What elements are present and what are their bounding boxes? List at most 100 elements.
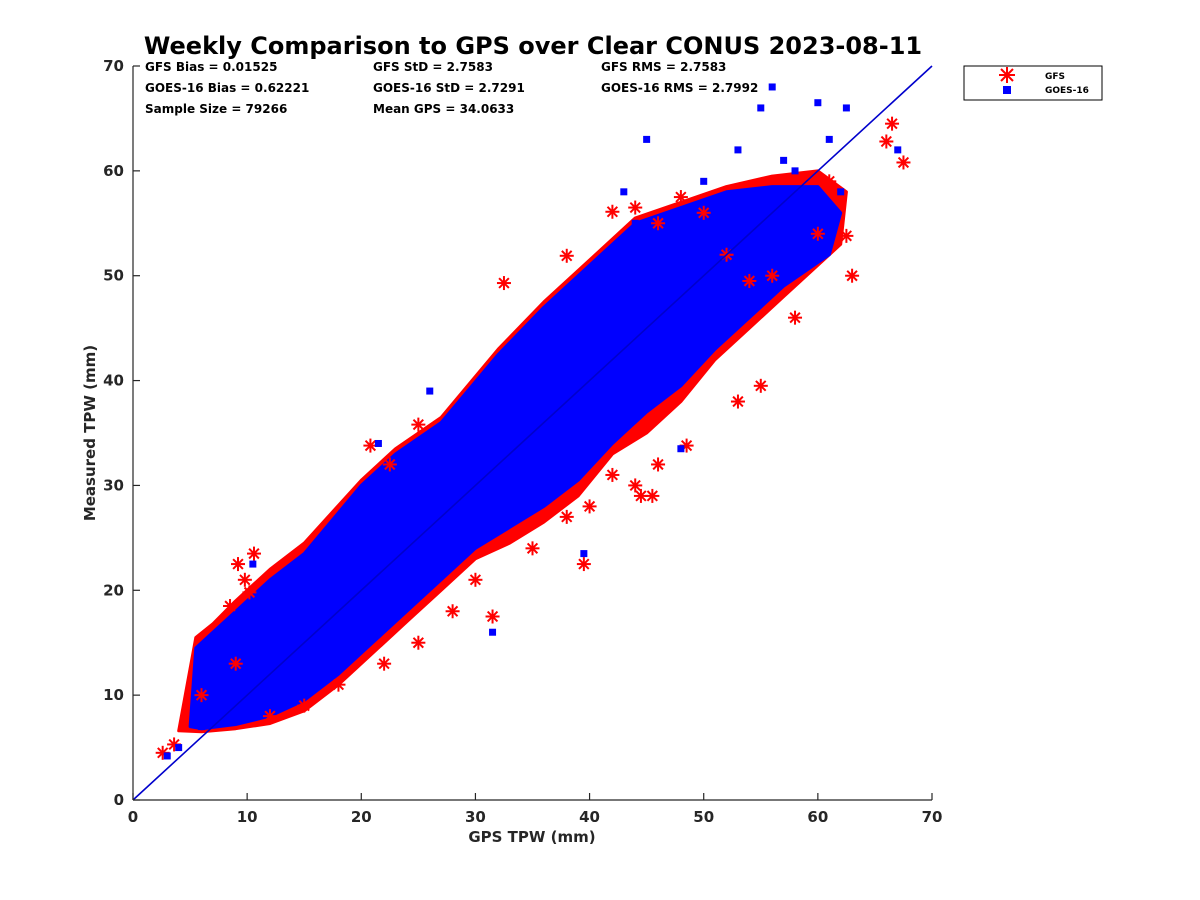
stat-goes-bias: GOES-16 Bias = 0.62221 — [145, 81, 309, 95]
goes16-point — [654, 303, 662, 311]
goes16-point — [825, 135, 833, 143]
goes16-point — [677, 445, 685, 453]
gfs-point — [231, 557, 246, 572]
x-tick-label: 0 — [128, 808, 138, 826]
goes16-point — [643, 135, 651, 143]
gfs-point — [223, 599, 238, 614]
goes16-point — [631, 219, 639, 227]
goes16-point — [494, 450, 502, 458]
gfs-point — [765, 268, 780, 283]
gfs-point — [645, 488, 660, 503]
goes16-point — [734, 146, 742, 154]
gfs-point — [605, 467, 620, 482]
goes16-series — [163, 83, 902, 760]
gfs-point — [377, 656, 392, 671]
goes16-point — [529, 398, 536, 406]
goes16-point — [197, 723, 205, 731]
y-tick-label: 20 — [103, 581, 124, 599]
x-tick-label: 40 — [579, 808, 600, 826]
gfs-point — [485, 609, 500, 624]
gfs-point — [810, 226, 825, 241]
goes16-point — [723, 230, 731, 238]
gfs-point — [242, 585, 257, 600]
chart-title: Weekly Comparison to GPS over Clear CONU… — [144, 32, 922, 60]
goes16-point — [471, 429, 479, 437]
goes16-point — [449, 481, 457, 489]
goes16-point — [426, 387, 434, 395]
gfs-series — [155, 116, 911, 760]
y-ticks: 0 10 20 30 40 50 60 70 — [103, 57, 140, 809]
goes16-point — [586, 335, 594, 343]
gfs-point — [363, 438, 378, 453]
goes16-point — [580, 550, 588, 558]
y-tick-label: 40 — [103, 372, 124, 390]
gfs-point — [382, 457, 397, 472]
y-axis-label: Measured TPW (mm) — [81, 345, 99, 521]
gfs-point — [411, 635, 426, 650]
stat-gfs-bias: GFS Bias = 0.01525 — [145, 60, 277, 74]
goes16-point — [837, 188, 845, 196]
y-tick-label: 50 — [103, 267, 124, 285]
goes16-point — [374, 439, 382, 447]
y-tick-label: 30 — [103, 476, 124, 494]
legend-gfs-marker — [999, 67, 1015, 83]
gfs-point — [331, 677, 346, 692]
gfs-point — [237, 572, 252, 587]
gfs-point — [673, 190, 688, 205]
y-tick-label: 70 — [103, 57, 124, 75]
gfs-point — [839, 228, 854, 243]
gfs-point — [742, 273, 757, 288]
goes16-point — [608, 314, 616, 322]
goes16-point — [175, 744, 183, 752]
goes16-point — [842, 104, 850, 112]
gfs-point — [411, 417, 426, 432]
x-tick-label: 20 — [351, 808, 372, 826]
stat-gfs-rms: GFS RMS = 2.7583 — [601, 60, 726, 74]
goes16-point — [768, 83, 776, 91]
goes16-point — [791, 167, 799, 175]
goes16-point — [334, 586, 342, 594]
stat-goes-std: GOES-16 StD = 2.7291 — [373, 81, 525, 95]
goes16-point — [249, 560, 257, 568]
gfs-point — [605, 204, 620, 219]
stat-sample-size: Sample Size = 79266 — [145, 102, 287, 116]
stat-mean-gps: Mean GPS = 34.0633 — [373, 102, 514, 116]
stats-block: GFS Bias = 0.01525 GFS StD = 2.7583 GFS … — [145, 60, 758, 116]
gfs-point — [496, 276, 511, 291]
goes16-dense-core — [188, 185, 843, 731]
goes16-point — [780, 156, 788, 164]
gfs-point — [297, 698, 312, 713]
gfs-point — [788, 310, 803, 325]
gfs-point — [525, 541, 540, 556]
stat-goes-rms: GOES-16 RMS = 2.7992 — [601, 81, 758, 95]
goes16-point — [357, 565, 365, 573]
gfs-point — [628, 200, 643, 215]
goes16-point — [266, 660, 274, 668]
gfs-point — [582, 499, 597, 514]
gfs-point — [696, 205, 711, 220]
stat-gfs-std: GFS StD = 2.7583 — [373, 60, 493, 74]
goes16-point — [300, 628, 308, 636]
gfs-point — [845, 268, 860, 283]
legend-gfs-label: GFS — [1045, 72, 1065, 82]
x-tick-label: 60 — [807, 808, 828, 826]
one-to-one-line — [132, 65, 933, 801]
legend-box — [963, 65, 1103, 101]
x-tick-label: 50 — [693, 808, 714, 826]
legend-goes16-label: GOES-16 — [1045, 86, 1089, 96]
legend: GFS GOES-16 — [963, 65, 1103, 101]
gfs-point — [228, 656, 243, 671]
goes16-point — [489, 628, 497, 636]
gfs-point — [576, 557, 591, 572]
gfs-point — [262, 709, 277, 724]
gfs-point — [753, 378, 768, 393]
gfs-point — [822, 174, 837, 189]
goes16-point — [620, 188, 628, 196]
gfs-point — [879, 134, 894, 149]
y-tick-label: 0 — [114, 791, 124, 809]
goes16-point — [814, 99, 822, 107]
gfs-point — [559, 509, 574, 524]
gfs-point — [559, 248, 574, 263]
goes16-point — [220, 691, 228, 699]
